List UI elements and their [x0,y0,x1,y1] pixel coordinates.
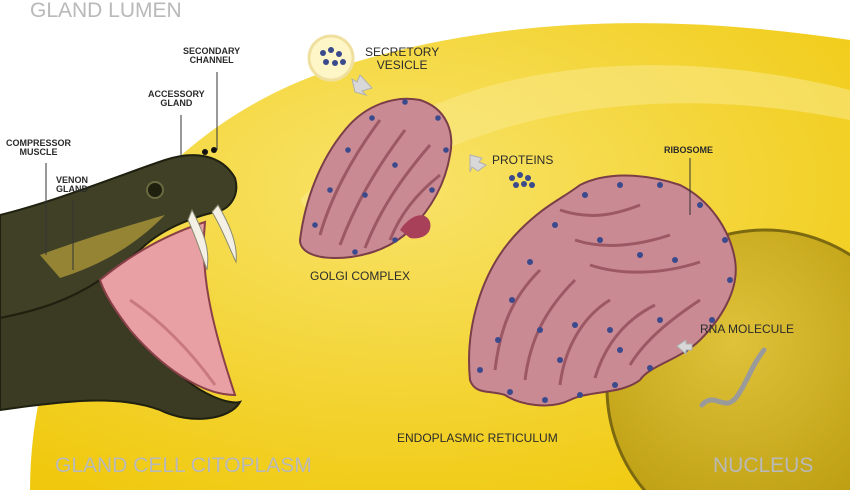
endoplasmic-reticulum-label: ENDOPLASMIC RETICULUM [397,431,558,445]
secretory-vesicle-label: SECRETORY VESICLE [365,46,439,71]
venon-gland-label: VENON GLAND [56,175,89,195]
gland-lumen-label: GLAND LUMEN [30,0,182,22]
leader-lines [45,72,691,270]
venon-gland-line2: GLAND [56,184,88,195]
rna-molecule-label: RNA MOLECULE [700,322,795,336]
nucleus-label: NUCLEUS [713,454,814,477]
accessory-gland-line2: GLAND [160,98,193,109]
rna-molecule-shape [699,347,767,408]
ribosome-label: RIBOSOME [664,145,714,155]
endoplasmic-reticulum-shape [468,174,737,407]
secretory-vesicle-line2: VESICLE [376,57,428,72]
cytoplasm-highlight [300,65,850,230]
vesicle-proteins [320,47,346,66]
snake-head-shape [0,147,243,420]
venon-gland-line1: VENON [56,175,89,185]
compressor-muscle-line2: MUSCLE [19,147,58,158]
arrow-er-to-golgi [469,154,487,173]
compressor-muscle-label: COMPRESSOR MUSCLE [6,138,72,158]
secondary-channel-line1: SECONDARY [183,46,241,56]
arrow-golgi-to-vesicle [351,74,373,96]
golgi-complex-shape [298,97,453,260]
gland-cell-cytoplasm-label: GLAND CELL CITOPLASM [55,454,312,477]
accessory-gland-label: ACCESSORY GLAND [148,89,205,109]
accessory-gland-line1: ACCESSORY [148,89,205,99]
compressor-muscle-line1: COMPRESSOR [6,138,72,148]
secondary-channel-line2: CHANNEL [189,55,234,66]
flow-arrows [351,74,693,356]
arrow-nucleus-to-er [676,339,693,356]
proteins-cluster [509,172,535,188]
secretory-vesicle-line1: SECRETORY [365,45,440,59]
golgi-complex-label: GOLGI COMPLEX [310,269,411,283]
secondary-channel-label: SECONDARY CHANNEL [183,46,241,66]
proteins-label: PROTEINS [492,153,554,167]
secretory-vesicle-shape [307,34,355,82]
